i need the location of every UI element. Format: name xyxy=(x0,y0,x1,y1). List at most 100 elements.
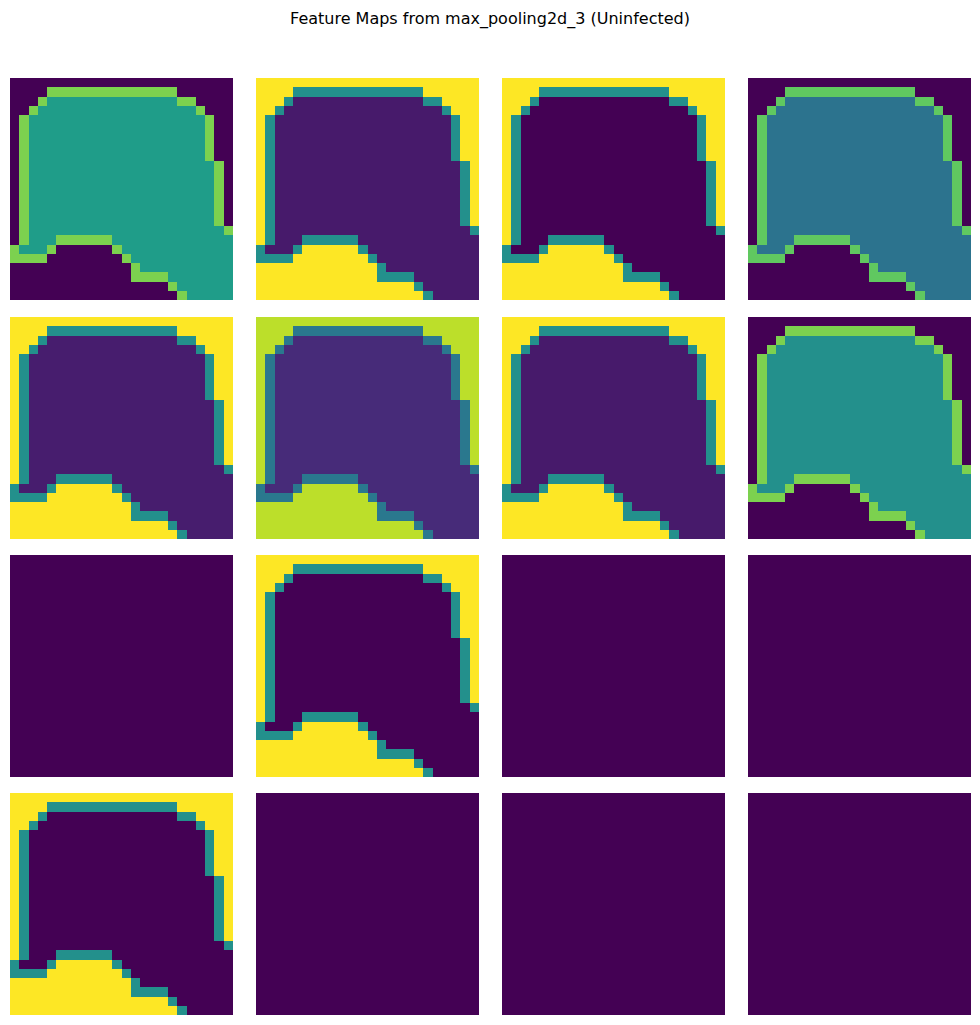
cell xyxy=(293,245,303,255)
cell xyxy=(75,226,85,236)
cell xyxy=(785,143,795,153)
cell xyxy=(586,78,596,88)
cell xyxy=(377,208,387,218)
cell xyxy=(103,115,113,125)
cell xyxy=(442,254,452,264)
cell xyxy=(530,272,540,282)
cell xyxy=(56,235,66,245)
cell xyxy=(386,254,396,264)
cell xyxy=(502,115,512,125)
cell xyxy=(149,97,159,107)
cell xyxy=(29,180,39,190)
cell xyxy=(679,208,689,218)
cell xyxy=(423,161,433,171)
cell xyxy=(377,97,387,107)
cell xyxy=(29,152,39,162)
cell xyxy=(312,235,322,245)
cell xyxy=(177,78,187,88)
cell xyxy=(312,97,322,107)
cell xyxy=(94,78,104,88)
cell xyxy=(679,245,689,255)
cell xyxy=(284,143,294,153)
cell xyxy=(56,291,66,300)
cell xyxy=(177,134,187,144)
cell xyxy=(94,152,104,162)
cell xyxy=(423,291,433,300)
cell xyxy=(962,106,971,116)
cell xyxy=(604,134,614,144)
cell xyxy=(860,106,870,116)
cell xyxy=(423,263,433,273)
cell xyxy=(604,152,614,162)
cell xyxy=(302,235,312,245)
cell xyxy=(706,124,716,134)
cell xyxy=(187,208,197,218)
cell xyxy=(470,180,479,190)
cell xyxy=(660,143,670,153)
cell xyxy=(29,235,39,245)
cell xyxy=(196,282,206,292)
cell xyxy=(641,161,651,171)
cell xyxy=(312,78,322,88)
cell xyxy=(312,171,322,181)
cell xyxy=(75,217,85,227)
cell xyxy=(284,134,294,144)
cell xyxy=(697,254,707,264)
cell xyxy=(140,171,150,181)
cell xyxy=(785,87,795,97)
cell xyxy=(813,115,823,125)
cell xyxy=(878,161,888,171)
cell xyxy=(66,235,76,245)
cell xyxy=(451,272,461,282)
cell xyxy=(168,245,178,255)
cell xyxy=(340,226,350,236)
cell xyxy=(149,235,159,245)
cell xyxy=(511,180,521,190)
cell xyxy=(405,87,415,97)
cell xyxy=(340,152,350,162)
cell xyxy=(688,198,698,208)
cell xyxy=(460,235,470,245)
cell xyxy=(131,226,141,236)
cell xyxy=(521,106,531,116)
cell xyxy=(112,171,122,181)
cell xyxy=(414,226,424,236)
cell xyxy=(340,171,350,181)
cell xyxy=(377,106,387,116)
cell xyxy=(386,115,396,125)
cell xyxy=(224,198,233,208)
cell xyxy=(511,106,521,116)
cell xyxy=(205,161,215,171)
cell xyxy=(284,189,294,199)
cell xyxy=(697,226,707,236)
cell xyxy=(256,226,266,236)
cell xyxy=(521,226,531,236)
cell xyxy=(340,235,350,245)
cell xyxy=(757,152,767,162)
cell xyxy=(177,115,187,125)
cell xyxy=(302,217,312,227)
cell xyxy=(697,97,707,107)
cell xyxy=(187,291,197,300)
cell xyxy=(187,263,197,273)
cell xyxy=(887,171,897,181)
cell xyxy=(423,106,433,116)
cell xyxy=(679,263,689,273)
cell xyxy=(460,143,470,153)
cell xyxy=(548,217,558,227)
cell xyxy=(66,282,76,292)
cell xyxy=(595,263,605,273)
cell xyxy=(548,208,558,218)
cell xyxy=(312,208,322,218)
cell xyxy=(187,254,197,264)
cell xyxy=(47,189,57,199)
cell xyxy=(697,124,707,134)
cell xyxy=(697,161,707,171)
cell xyxy=(75,115,85,125)
cell xyxy=(539,254,549,264)
cell xyxy=(706,161,716,171)
cell xyxy=(776,97,786,107)
cell xyxy=(651,198,661,208)
cell xyxy=(433,272,443,282)
cell xyxy=(651,143,661,153)
